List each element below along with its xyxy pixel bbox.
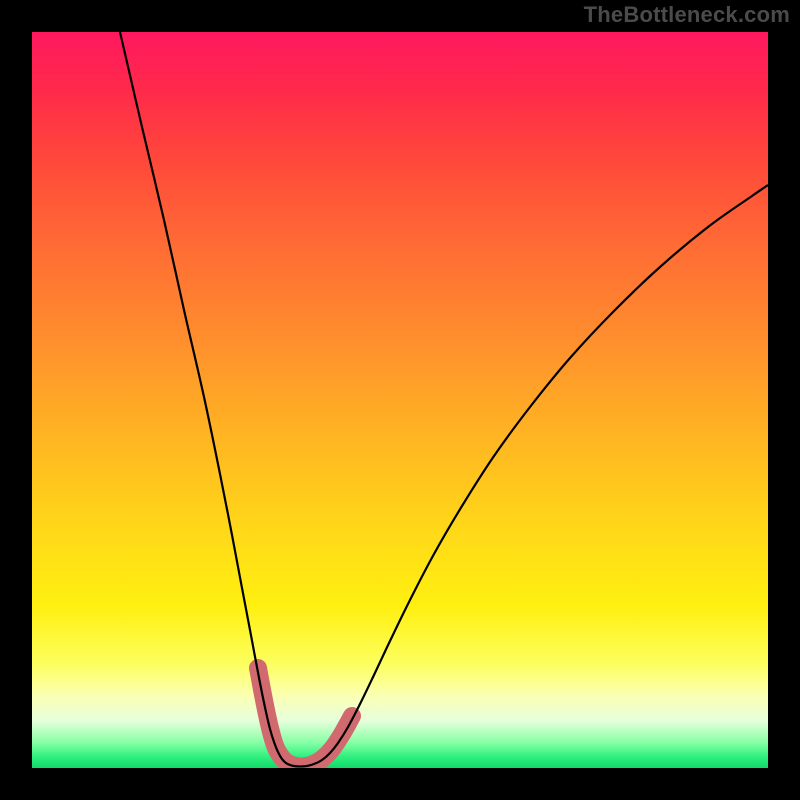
curve-layer <box>32 32 768 768</box>
watermark-text: TheBottleneck.com <box>584 2 790 28</box>
figure-root: TheBottleneck.com <box>0 0 800 800</box>
curve-left-branch <box>120 32 300 767</box>
curve-right-branch <box>300 185 768 767</box>
bottleneck-highlight <box>258 668 352 767</box>
plot-area <box>32 32 768 768</box>
